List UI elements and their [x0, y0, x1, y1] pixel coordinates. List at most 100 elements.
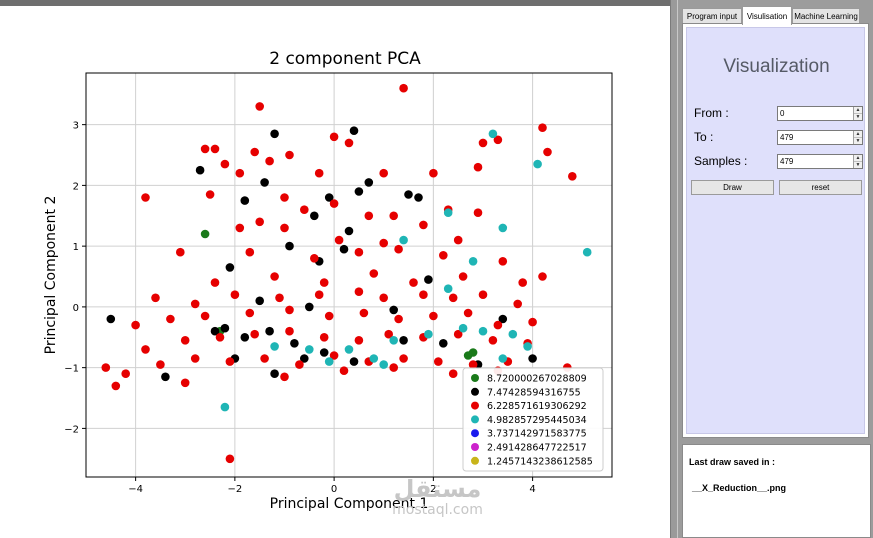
samples-label: Samples : — [694, 154, 748, 168]
data-point-series-2 — [230, 290, 240, 300]
data-point-series-2 — [463, 308, 473, 318]
data-point-series-2 — [300, 205, 309, 214]
data-point-series-2 — [324, 311, 334, 321]
to-value: 479 — [780, 133, 794, 142]
legend-box — [462, 367, 604, 472]
data-point-series-2 — [131, 320, 140, 330]
data-point-series-2 — [190, 354, 200, 363]
y-tick-label: 3 — [73, 121, 79, 132]
spin-down-icon[interactable]: ▼ — [854, 137, 862, 144]
data-point-series-1 — [349, 357, 359, 366]
data-point-series-3 — [399, 235, 408, 245]
data-point-series-1 — [305, 302, 314, 312]
data-point-series-2 — [280, 193, 289, 202]
legend-marker — [471, 429, 479, 438]
legend-label: 6.228571619306292 — [487, 401, 587, 412]
data-point-series-2 — [354, 287, 364, 297]
data-point-series-3 — [488, 129, 498, 139]
y-tick-label: 0 — [73, 303, 79, 314]
tab-visulisation[interactable]: Visulisation — [742, 6, 792, 25]
data-point-series-2 — [429, 168, 438, 178]
legend-marker — [471, 401, 479, 410]
data-point-series-1 — [310, 211, 319, 221]
data-point-series-3 — [498, 223, 508, 233]
data-point-series-2 — [448, 369, 458, 379]
data-point-series-1 — [399, 336, 408, 345]
to-label: To : — [694, 130, 714, 144]
y-tick-label: 1 — [73, 242, 79, 253]
y-tick-label: −1 — [64, 364, 79, 375]
tab-machine-learning[interactable]: Machine Learning — [792, 8, 860, 24]
data-point-series-2 — [141, 193, 150, 202]
data-point-series-2 — [156, 360, 165, 369]
log-file-name: __X_Reduction__.png — [692, 483, 787, 493]
data-point-series-1 — [161, 372, 170, 382]
legend-marker — [471, 415, 479, 424]
reset-button[interactable]: reset — [779, 180, 862, 195]
y-tick-label: 2 — [73, 181, 79, 192]
data-point-series-2 — [210, 278, 220, 287]
from-value: 0 — [780, 109, 785, 118]
to-spin-arrows[interactable]: ▲ ▼ — [853, 131, 862, 144]
data-point-series-1 — [210, 326, 220, 336]
data-point-series-1 — [364, 178, 374, 187]
data-point-series-1 — [424, 275, 433, 284]
data-point-series-1 — [285, 241, 294, 251]
axes-frame — [85, 72, 613, 478]
data-point-series-2 — [235, 223, 245, 233]
data-point-series-2 — [250, 329, 259, 339]
data-point-series-2 — [528, 317, 537, 327]
data-point-series-1 — [270, 369, 279, 379]
data-point-series-2 — [399, 354, 408, 363]
data-point-series-2 — [255, 102, 264, 111]
data-point-series-2 — [265, 156, 274, 166]
data-point-series-2 — [285, 305, 294, 315]
data-point-series-2 — [245, 247, 255, 257]
data-point-series-2 — [235, 168, 245, 178]
data-point-series-2 — [453, 329, 463, 339]
data-point-series-3 — [508, 329, 518, 339]
x-tick-label: 2 — [430, 484, 436, 495]
x-tick-label: 0 — [331, 484, 337, 495]
data-point-series-2 — [538, 272, 547, 281]
legend-marker — [471, 443, 479, 451]
top-border — [0, 0, 873, 6]
data-point-series-3 — [379, 360, 389, 369]
spin-up-icon[interactable]: ▲ — [855, 107, 861, 113]
spin-down-icon[interactable]: ▼ — [854, 113, 862, 120]
spin-up-icon[interactable]: ▲ — [855, 155, 861, 161]
data-point-series-3 — [533, 159, 542, 169]
draw-button[interactable]: Draw — [691, 180, 774, 195]
samples-spin-arrows[interactable]: ▲ ▼ — [853, 155, 862, 168]
from-spinbox[interactable]: 0 ▲ ▼ — [777, 106, 863, 121]
data-point-series-2 — [200, 311, 210, 321]
data-point-series-2 — [399, 83, 408, 93]
data-point-series-2 — [498, 257, 508, 266]
data-point-series-2 — [364, 211, 374, 221]
data-point-series-2 — [394, 314, 403, 324]
legend-marker — [471, 374, 479, 382]
data-point-series-2 — [379, 168, 389, 178]
samples-spinbox[interactable]: 479 ▲ ▼ — [777, 154, 863, 169]
to-spinbox[interactable]: 479 ▲ ▼ — [777, 130, 863, 145]
data-point-series-2 — [359, 308, 369, 318]
spin-down-icon[interactable]: ▼ — [854, 161, 862, 168]
data-point-series-2 — [389, 363, 399, 372]
data-point-series-2 — [295, 360, 304, 369]
data-point-series-2 — [434, 357, 443, 366]
data-point-series-2 — [176, 247, 185, 257]
data-point-series-1 — [220, 323, 230, 333]
tab-program-input[interactable]: Program input — [682, 8, 742, 24]
data-point-series-1 — [260, 178, 269, 187]
data-point-series-2 — [250, 147, 259, 157]
log-panel: Last draw saved in : __X_Reduction__.png — [682, 444, 871, 538]
spin-up-icon[interactable]: ▲ — [855, 131, 861, 137]
data-point-series-2 — [394, 244, 403, 254]
data-point-series-2 — [568, 172, 577, 181]
splitter-handle[interactable] — [670, 0, 678, 538]
x-tick-label: −2 — [227, 484, 242, 495]
from-spin-arrows[interactable]: ▲ ▼ — [853, 107, 862, 120]
pca-scatter-chart: 2 component PCA −4 −2 0 2 4 −2 −1 0 1 2 3 Principa… — [43, 49, 613, 512]
data-point-series-2 — [369, 269, 379, 278]
